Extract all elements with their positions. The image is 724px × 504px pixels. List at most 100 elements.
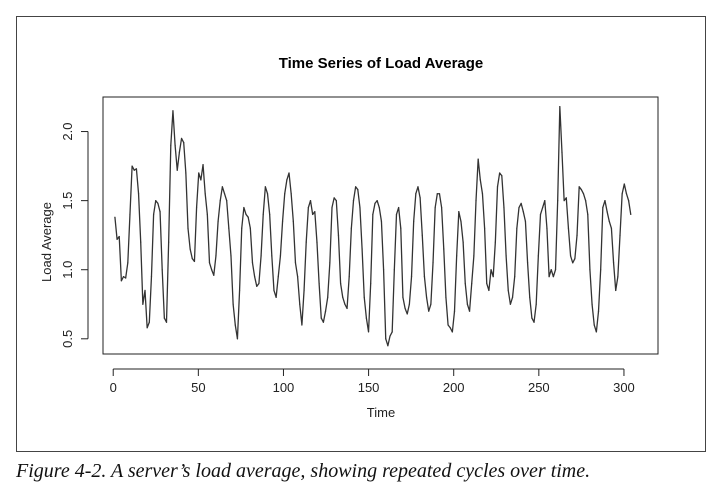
x-tick-label: 250 — [528, 380, 550, 395]
data-point — [511, 296, 514, 298]
data-point — [533, 321, 535, 323]
data-point — [537, 255, 539, 257]
data-point — [148, 321, 150, 323]
data-point — [615, 289, 617, 292]
data-point — [187, 227, 189, 229]
data-point — [290, 193, 292, 195]
data-point — [329, 262, 331, 264]
data-point — [122, 276, 125, 278]
data-point — [367, 331, 370, 333]
data-point — [492, 276, 494, 278]
data-point — [561, 151, 563, 153]
data-point — [140, 241, 142, 243]
data-point — [286, 179, 288, 181]
data-point — [578, 186, 580, 188]
data-point — [382, 269, 385, 271]
data-point — [585, 200, 587, 202]
data-point — [266, 193, 269, 195]
data-point — [232, 303, 234, 305]
data-point — [604, 200, 606, 202]
series-line — [114, 106, 632, 347]
data-point — [258, 282, 260, 285]
data-point — [380, 220, 383, 222]
data-point — [281, 220, 284, 222]
data-point — [344, 303, 346, 305]
data-point — [180, 137, 183, 140]
data-point — [606, 211, 608, 213]
data-point — [168, 241, 170, 243]
data-point — [378, 206, 380, 209]
data-point — [191, 258, 193, 260]
data-point — [355, 186, 357, 188]
data-point — [425, 296, 428, 298]
data-point — [342, 296, 344, 298]
data-point — [189, 248, 191, 250]
data-point — [434, 206, 436, 209]
data-point — [213, 274, 215, 276]
data-point — [245, 213, 247, 216]
data-point — [576, 234, 578, 236]
data-point — [273, 289, 275, 292]
data-point — [172, 110, 174, 112]
data-point — [462, 241, 464, 243]
data-point — [582, 193, 585, 195]
data-point — [494, 241, 496, 243]
x-axis-label: Time — [367, 405, 395, 420]
data-point — [135, 168, 138, 170]
data-point — [580, 188, 582, 191]
data-point — [628, 200, 630, 202]
data-point — [602, 206, 604, 209]
data-point — [131, 165, 133, 167]
data-point — [116, 238, 118, 240]
data-point — [238, 289, 241, 292]
data-point — [137, 193, 140, 195]
data-point — [228, 227, 230, 229]
data-point — [484, 227, 486, 229]
data-point — [413, 220, 415, 222]
data-point — [574, 258, 576, 260]
data-point — [505, 255, 507, 257]
data-point — [479, 179, 481, 181]
series-layer — [114, 106, 632, 347]
data-point — [241, 227, 243, 229]
data-point — [402, 296, 404, 298]
data-point — [236, 338, 239, 340]
x-tick-label: 100 — [273, 380, 295, 395]
data-point — [292, 220, 294, 222]
data-point — [324, 310, 327, 312]
data-point — [471, 282, 473, 285]
data-point — [550, 269, 552, 271]
data-point — [509, 303, 511, 305]
data-point — [277, 276, 279, 278]
load-average-chart: Time Series of Load Average 0 50 100 150 200… — [39, 55, 659, 420]
data-point — [436, 193, 438, 195]
data-point — [421, 234, 423, 236]
data-point — [125, 277, 127, 279]
data-point — [610, 227, 613, 229]
data-point — [589, 269, 591, 271]
data-point — [195, 206, 198, 209]
data-point — [185, 172, 187, 174]
data-point — [569, 255, 572, 257]
data-point — [226, 200, 228, 202]
data-point — [350, 227, 352, 229]
data-point — [157, 202, 159, 204]
plot-frame — [102, 96, 659, 355]
y-axis-label: Load Average — [39, 202, 54, 282]
data-point — [221, 186, 223, 188]
data-point — [211, 269, 213, 271]
data-point — [365, 317, 367, 319]
data-point — [398, 206, 400, 209]
data-point — [219, 200, 221, 202]
data-point — [395, 213, 398, 216]
data-point — [514, 276, 516, 278]
data-point — [438, 193, 441, 195]
y-tick-label: 0.5 — [60, 330, 75, 348]
data-point — [337, 234, 340, 236]
data-point — [260, 255, 262, 257]
data-point — [202, 164, 204, 166]
data-point — [565, 197, 567, 199]
data-point — [183, 142, 185, 144]
data-point — [423, 276, 426, 278]
data-point — [165, 321, 168, 323]
